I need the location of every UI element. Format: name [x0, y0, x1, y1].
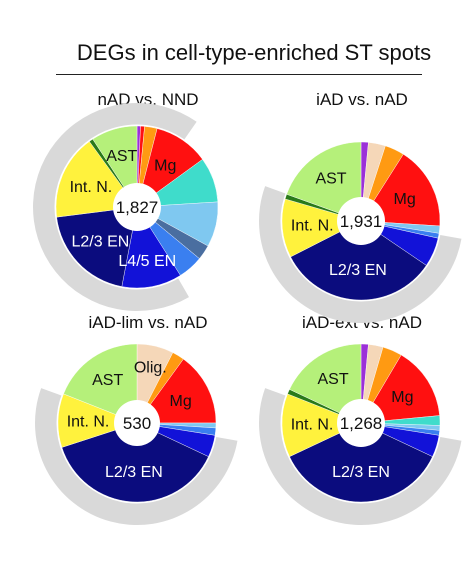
pie4-slice-4 [360, 354, 440, 424]
pie2-label-intn: Int. N. [291, 218, 334, 235]
pie3-label-olig: Olig. [134, 360, 167, 377]
pie3-label-intn: Int. N. [67, 413, 110, 430]
pie4-center [337, 399, 385, 447]
pie3-center [114, 400, 160, 446]
pie4-total: 1,268 [340, 414, 383, 433]
pie3-slice-9 [63, 343, 138, 424]
title-rule [56, 74, 422, 75]
pie3-slice-3 [136, 358, 217, 424]
pie2-label-mg: Mg [394, 191, 416, 208]
pie4-slice-12 [289, 343, 362, 424]
pie2-label-l23en: L2/3 EN [329, 262, 387, 279]
pie2-total: 1,931 [340, 212, 383, 231]
pie4-label-mg: Mg [391, 389, 413, 406]
panel-title-2: iAD vs. nAD [316, 90, 408, 109]
pie2-slice-11 [286, 141, 362, 222]
pie2-label-ast: AST [315, 170, 346, 187]
pie2-slice-9 [281, 198, 362, 258]
pie1-label-intn: Int. N. [70, 179, 113, 196]
pie1-label-l45en: L4/5 EN [118, 253, 176, 270]
pie1-total: 1,827 [116, 198, 159, 217]
pie4-label-l23en: L2/3 EN [332, 464, 390, 481]
pie4-label-intn: Int. N. [291, 417, 334, 434]
panel-title-3: iAD-lim vs. nAD [88, 313, 208, 332]
pie1-center [113, 183, 161, 231]
pie1-label-mg: Mg [154, 157, 176, 174]
pie3-label-ast: AST [92, 372, 123, 389]
pie3-slice-7 [61, 422, 209, 503]
pie1-label-l23en: L2/3 EN [71, 233, 129, 250]
figure-title: DEGs in cell-type-enriched ST spots [76, 40, 432, 65]
pie1-slice-10 [56, 206, 138, 287]
pie4-label-ast: AST [317, 371, 348, 388]
pie4-slice-10 [281, 393, 362, 457]
pie1-label-ast: AST [106, 148, 137, 165]
pie3-label-mg: Mg [170, 393, 192, 410]
pie4-slice-9 [289, 422, 433, 503]
pie3-total: 530 [123, 414, 151, 433]
pie3-label-l23en: L2/3 EN [105, 464, 163, 481]
pie2-slice-8 [290, 220, 427, 301]
pie2-center [337, 197, 385, 245]
